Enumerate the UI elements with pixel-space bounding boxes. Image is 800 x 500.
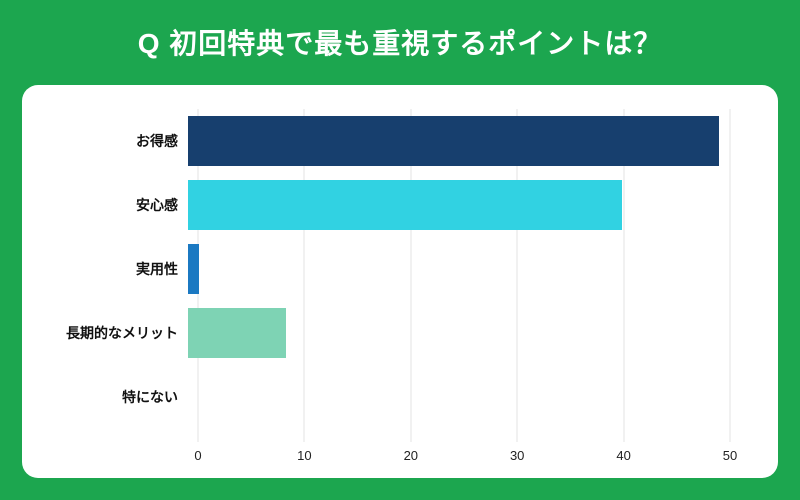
header: Q 初回特典で最も重視するポイントは？ — [0, 0, 800, 84]
bar — [188, 116, 720, 166]
bar-track — [188, 365, 730, 429]
x-tick-label: 40 — [616, 448, 631, 463]
chart-card: お得感安心感実用性長期的なメリット特にない 0 10 20 30 40 50 — [22, 85, 778, 478]
gridline — [516, 109, 518, 442]
bar-track — [188, 173, 730, 237]
bar — [188, 308, 286, 358]
x-tick-label: 50 — [722, 448, 738, 463]
gridline — [623, 109, 625, 442]
bar-row: 実用性 — [38, 237, 730, 301]
gridline — [410, 109, 412, 442]
page-title: Q 初回特典で最も重視するポイントは？ — [137, 28, 663, 59]
category-label: 実用性 — [136, 260, 178, 277]
chart-rows: お得感安心感実用性長期的なメリット特にない — [38, 109, 730, 429]
category-label: 安心感 — [136, 196, 178, 213]
bar-row: お得感 — [38, 109, 730, 173]
bar-row: 特にない — [38, 365, 730, 429]
x-tick-label: 0 — [194, 448, 202, 463]
bar-chart: お得感安心感実用性長期的なメリット特にない 0 10 20 30 40 50 — [38, 109, 737, 466]
bar — [188, 244, 199, 294]
chart-body: お得感安心感実用性長期的なメリット特にない — [38, 109, 731, 442]
bar-row: 長期的なメリット — [38, 301, 730, 365]
category-label: 長期的なメリット — [66, 324, 178, 341]
bar-track — [188, 109, 730, 173]
bar-track — [188, 301, 730, 365]
bar-track — [188, 237, 730, 301]
bar-row: 安心感 — [38, 173, 730, 237]
x-tick-label: 20 — [403, 448, 419, 463]
category-label: お得感 — [136, 132, 178, 149]
category-label: 特にない — [122, 388, 178, 405]
gridline — [303, 109, 305, 442]
gridline — [729, 109, 731, 442]
x-axis: 0 10 20 30 40 50 — [194, 442, 737, 466]
x-tick-label: 30 — [509, 448, 525, 463]
x-tick-label: 10 — [297, 448, 312, 463]
bar — [188, 180, 622, 230]
